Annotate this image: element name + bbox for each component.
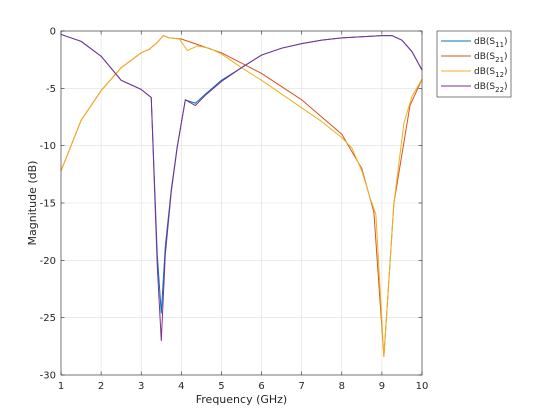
- legend-entry-12: dB(S12): [474, 67, 508, 79]
- legend-entry-22: dB(S22): [474, 82, 508, 94]
- legend-label-subscript: 12: [495, 71, 504, 79]
- legend-label-close: ): [504, 37, 508, 47]
- x-tick-label: 2: [98, 381, 104, 392]
- x-tick-label: 7: [298, 381, 304, 392]
- legend: dB(S11)dB(S21)dB(S12)dB(S22): [436, 30, 512, 98]
- y-tick-label: -15: [40, 199, 56, 210]
- x-tick-label: 10: [416, 381, 429, 392]
- legend-label-close: ): [504, 52, 508, 62]
- x-tick-label: 6: [258, 381, 264, 392]
- ticks: [60, 30, 423, 376]
- legend-label-main: dB(S: [474, 52, 495, 62]
- legend-label-subscript: 21: [495, 56, 504, 64]
- y-tick-label: -20: [40, 256, 56, 267]
- legend-label-subscript: 11: [495, 41, 504, 49]
- y-tick-label: -10: [40, 141, 56, 152]
- x-tick-label: 1: [58, 381, 64, 392]
- x-tick-label: 8: [339, 381, 345, 392]
- legend-label-close: ): [504, 67, 508, 77]
- y-tick-label: -25: [40, 313, 56, 324]
- x-tick-label: 9: [379, 381, 385, 392]
- x-axis-label: Frequency (GHz): [196, 393, 287, 406]
- series-layer: [60, 33, 423, 358]
- x-tick-label: 5: [218, 381, 224, 392]
- series-line-22: [60, 33, 423, 342]
- legend-label-main: dB(S: [474, 67, 495, 77]
- x-tick-label: 4: [178, 381, 184, 392]
- legend-label-subscript: 22: [495, 86, 504, 94]
- y-tick-label: -5: [46, 84, 56, 95]
- x-tick-label: 3: [138, 381, 144, 392]
- legend-label-main: dB(S: [474, 82, 495, 92]
- y-axis-label: Magnitude (dB): [26, 161, 39, 246]
- tick-labels: 1 2 3 4 5 6 7 8 9 10 0 -5 -10 -15 -20 -25 -30: [40, 27, 429, 393]
- legend-entry-21: dB(S21): [474, 52, 508, 64]
- y-tick-label: -30: [40, 371, 56, 382]
- legend-label-close: ): [504, 82, 508, 92]
- legend-entry-11: dB(S11): [474, 37, 508, 49]
- y-tick-label: 0: [50, 27, 56, 38]
- legend-label-main: dB(S: [474, 37, 495, 47]
